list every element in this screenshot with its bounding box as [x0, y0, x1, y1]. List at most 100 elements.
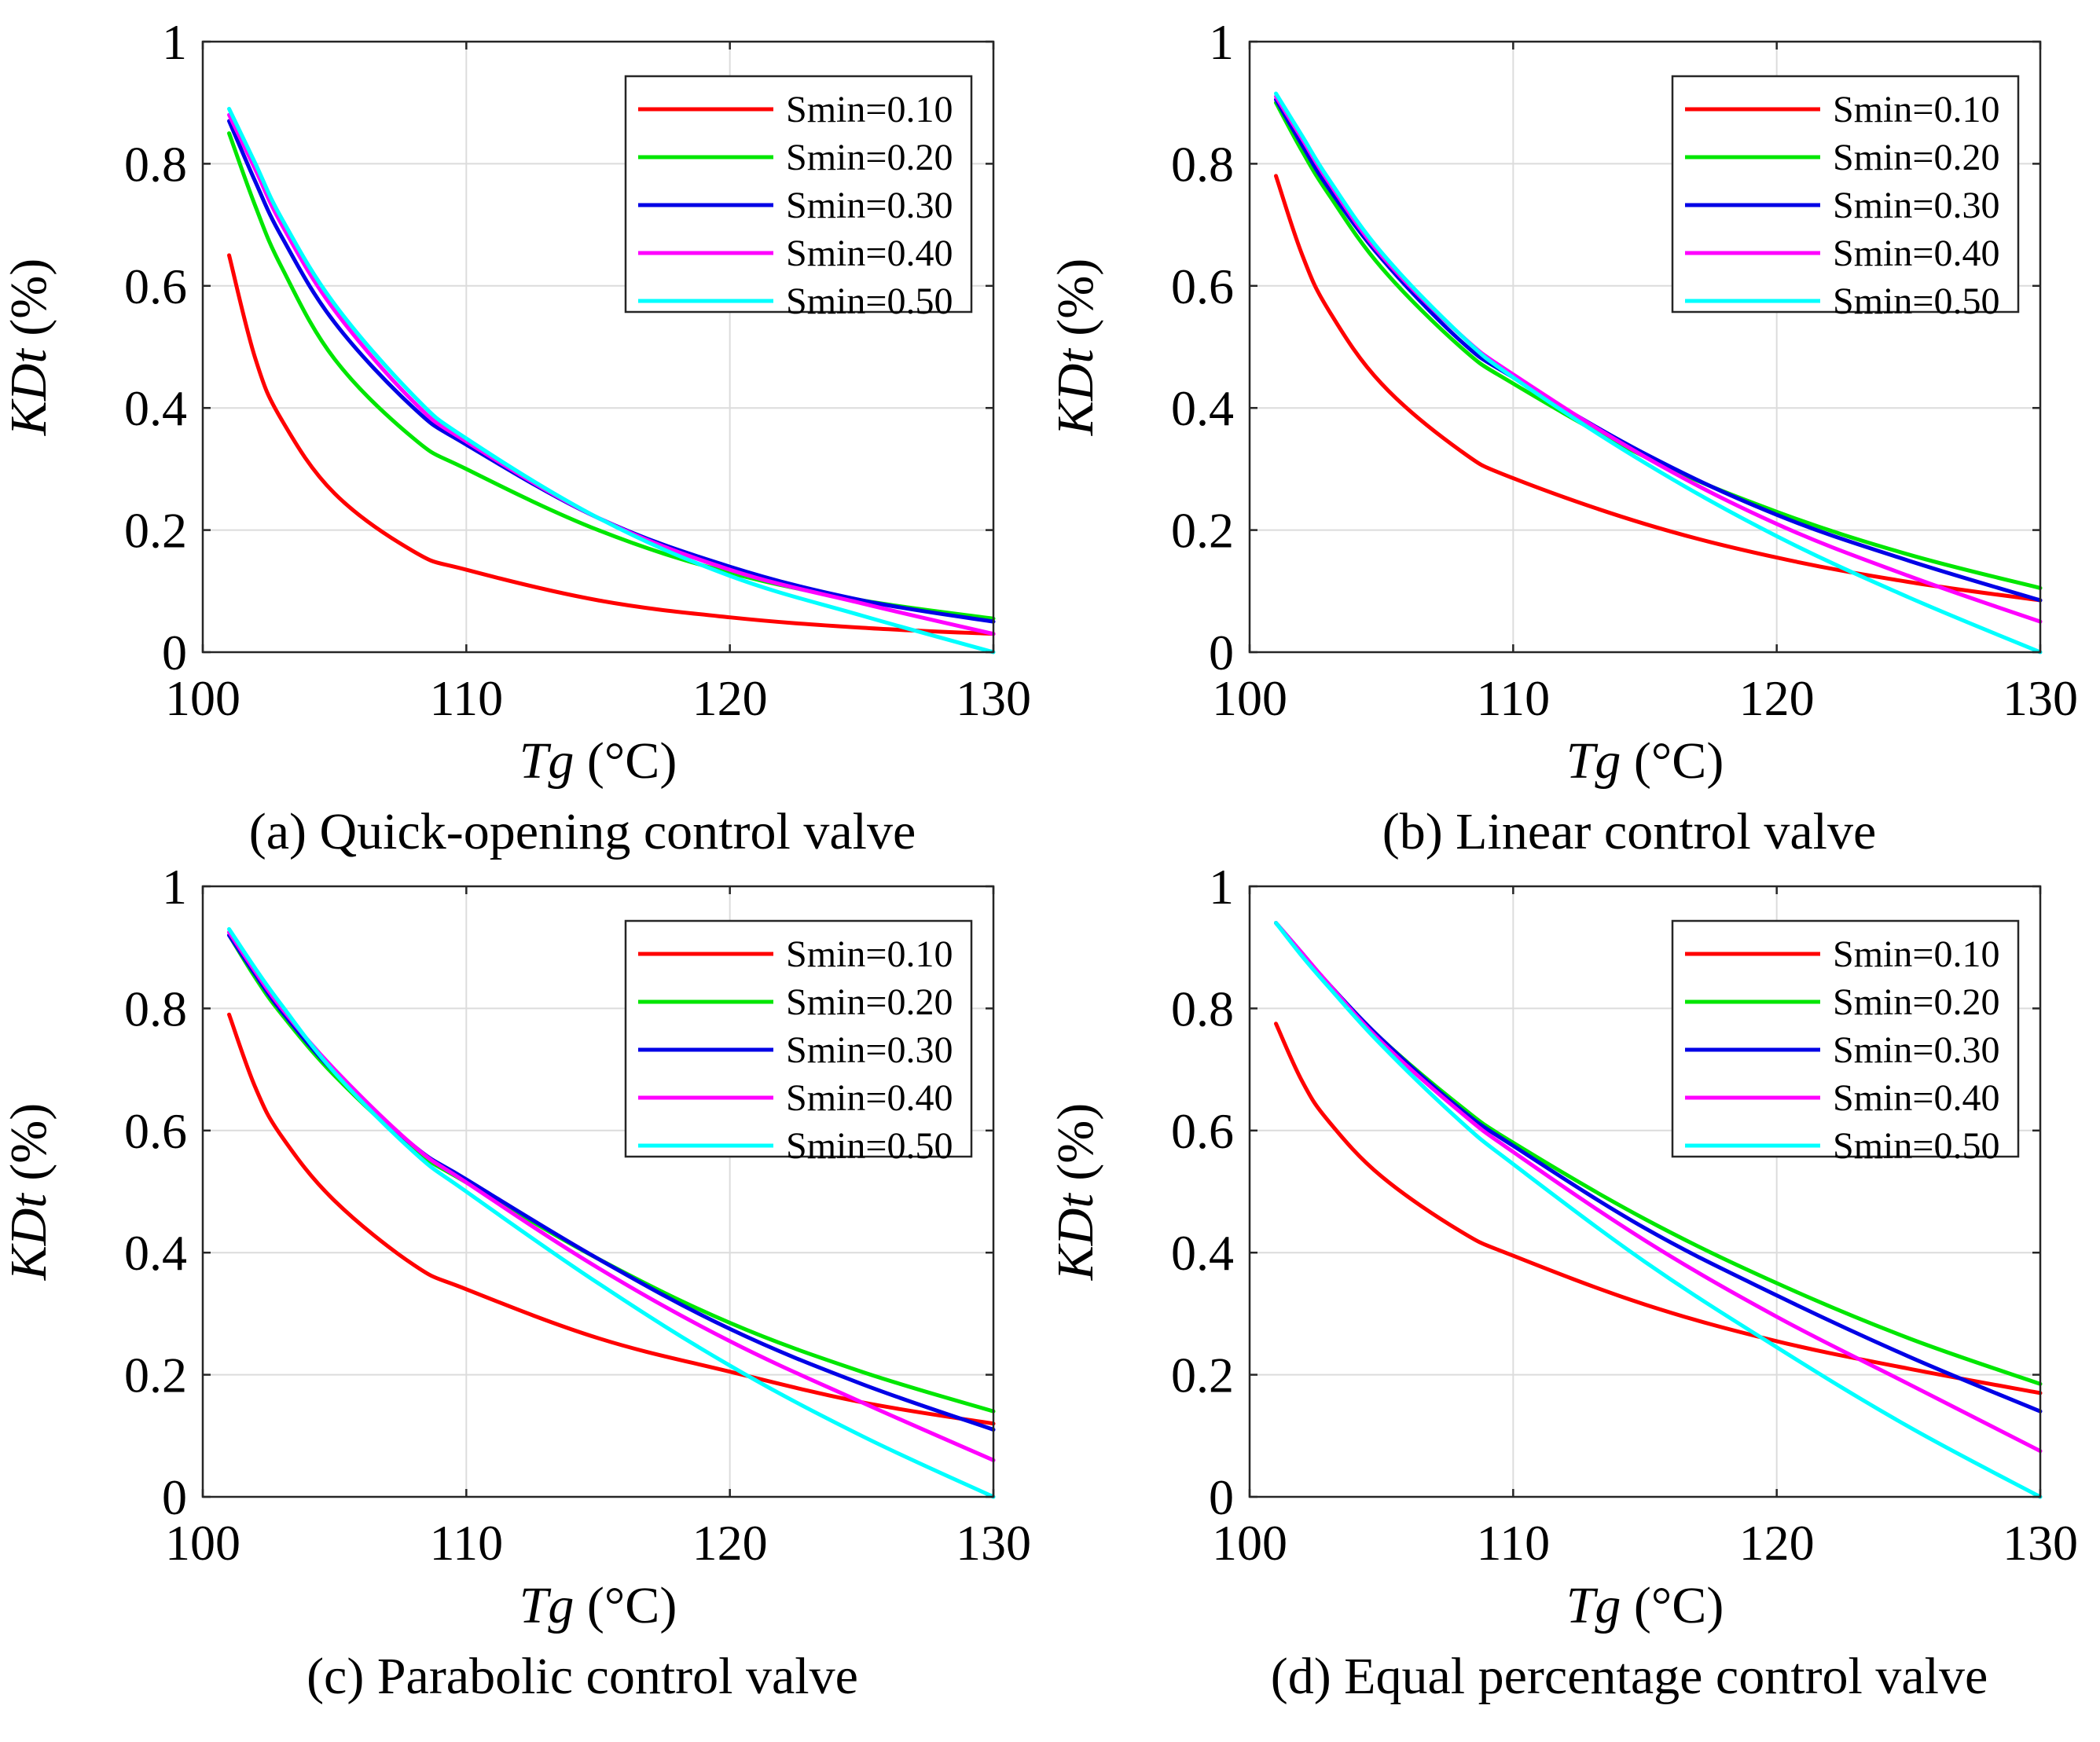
x-tick-label: 120 [1739, 670, 1815, 726]
panel-caption: (d) Equal percentage control valve [1271, 1648, 1988, 1705]
y-tick-label: 0.6 [1171, 259, 1234, 314]
panel-caption: (c) Parabolic control valve [307, 1648, 858, 1705]
legend-box [1671, 919, 2020, 1158]
panel-caption: (b) Linear control valve [1382, 803, 1877, 860]
axes-box [1248, 40, 2042, 654]
legend-box [624, 919, 973, 1158]
legend: Smin=0.10 Smin=0.20 Smin=0.30 Smin=0.40 Smin… [624, 919, 973, 1167]
y-tick-label: 0.4 [124, 380, 187, 436]
legend-label: Smin=0.50 [786, 1125, 953, 1167]
legend-box [624, 75, 973, 314]
y-axis-label-unit: (%) [0, 259, 57, 349]
legend: Smin=0.10 Smin=0.20 Smin=0.30 Smin=0.40 Smin… [1671, 75, 2020, 322]
x-axis-label: Tg (°C) [1566, 732, 1724, 790]
y-tick-label: 0.4 [1171, 380, 1234, 436]
legend-label: Smin=0.30 [786, 1029, 953, 1071]
x-axis-label: Tg (°C) [519, 1577, 677, 1634]
panel-caption: (a) Quick-opening control valve [249, 803, 916, 860]
legend: Smin=0.10 Smin=0.20 Smin=0.30 Smin=0.40 Smin… [1671, 919, 2020, 1167]
legend-label: Smin=0.50 [1833, 1125, 1999, 1167]
x-tick-label: 130 [2003, 1515, 2078, 1571]
y-tick-label: 0.2 [1171, 503, 1234, 559]
y-tick-label: 0.8 [124, 981, 187, 1036]
x-axis-label-var: Tg [1566, 732, 1621, 790]
x-tick-label: 120 [1739, 1515, 1815, 1571]
series-line-smin-0-50 [1274, 921, 2043, 1499]
legend-label: Smin=0.30 [786, 185, 953, 226]
series-line-smin-0-30 [227, 119, 996, 624]
y-tick-label: 0 [162, 1469, 187, 1525]
series-line-smin-0-40 [1274, 921, 2043, 1454]
series-line-smin-0-10 [1274, 1021, 2043, 1395]
x-axis-label: Tg (°C) [1566, 1577, 1724, 1634]
x-axis-label-var: Tg [519, 732, 575, 790]
y-axis-label-var: KDt [1047, 1193, 1104, 1282]
x-tick-label: 100 [165, 1515, 240, 1571]
y-tick-label: 0.8 [1171, 136, 1234, 192]
x-tick-label: 110 [1477, 670, 1551, 726]
legend-label: Smin=0.30 [1833, 185, 1999, 226]
y-axis-label-var: KDt [1047, 348, 1104, 437]
legend-label: Smin=0.20 [1833, 981, 1999, 1023]
chart-panel-b: 100 110 120 130 0 0.2 0.4 0.6 0.8 1 Tg (°C) KDt (%)… [1047, 14, 2078, 860]
y-axis-label-var: KDt [0, 348, 57, 437]
y-axis-label: KDt (%) [0, 1103, 57, 1281]
y-tick-label: 1 [1209, 14, 1234, 70]
y-tick-label: 0.2 [124, 1348, 187, 1403]
y-axis-label-unit: (%) [1047, 259, 1104, 349]
y-tick-label: 0.2 [1171, 1348, 1234, 1403]
x-tick-label: 110 [430, 1515, 504, 1571]
y-tick-label: 0.2 [124, 503, 187, 559]
axes-box [1248, 885, 2042, 1498]
legend-label: Smin=0.20 [786, 981, 953, 1023]
series-line-smin-0-50 [227, 107, 996, 655]
x-axis-label-unit: (°C) [574, 1577, 677, 1634]
y-tick-label: 0.6 [1171, 1103, 1234, 1159]
y-tick-label: 0 [1209, 625, 1234, 680]
legend-label: Smin=0.40 [1833, 1077, 1999, 1119]
legend-label: Smin=0.40 [1833, 233, 1999, 274]
axes-box [201, 885, 995, 1498]
series-line-smin-0-40 [227, 112, 996, 636]
legend-label: Smin=0.20 [786, 137, 953, 178]
x-axis-label-var: Tg [519, 1577, 575, 1634]
y-tick-label: 0 [1209, 1469, 1234, 1525]
legend-label: Smin=0.10 [1833, 89, 1999, 130]
y-tick-label: 0 [162, 625, 187, 680]
y-axis-label: KDt (%) [0, 259, 57, 436]
x-tick-label: 130 [2003, 670, 2078, 726]
y-tick-label: 0.6 [124, 259, 187, 314]
series-line-smin-0-10 [227, 253, 996, 636]
x-axis-label: Tg (°C) [519, 732, 677, 790]
x-tick-label: 130 [956, 1515, 1031, 1571]
legend-label: Smin=0.10 [1833, 933, 1999, 975]
y-tick-label: 1 [162, 14, 187, 70]
legend-label: Smin=0.40 [786, 1077, 953, 1119]
x-tick-label: 100 [165, 670, 240, 726]
legend-label: Smin=0.40 [786, 233, 953, 274]
x-axis-label-var: Tg [1566, 1577, 1621, 1634]
x-axis-label-unit: (°C) [574, 732, 677, 790]
x-tick-label: 110 [430, 670, 504, 726]
legend: Smin=0.10 Smin=0.20 Smin=0.30 Smin=0.40 Smin… [624, 75, 973, 322]
y-axis-label-unit: (%) [1047, 1103, 1104, 1194]
legend-box [1671, 75, 2020, 314]
legend-label: Smin=0.50 [786, 281, 953, 322]
y-tick-label: 1 [162, 859, 187, 915]
y-tick-label: 0.4 [1171, 1225, 1234, 1281]
series-line-smin-0-10 [1274, 174, 2043, 603]
x-tick-label: 110 [1477, 1515, 1551, 1571]
legend-label: Smin=0.10 [786, 89, 953, 130]
y-tick-label: 1 [1209, 859, 1234, 915]
series-line-smin-0-10 [227, 1012, 996, 1426]
x-tick-label: 130 [956, 670, 1031, 726]
x-tick-label: 100 [1212, 1515, 1287, 1571]
y-tick-label: 0.4 [124, 1225, 187, 1281]
y-axis-label: KDt (%) [1047, 259, 1104, 436]
y-axis-label: KDt (%) [1047, 1103, 1104, 1281]
x-axis-label-unit: (°C) [1621, 1577, 1724, 1634]
x-tick-label: 120 [692, 670, 768, 726]
legend-label: Smin=0.20 [1833, 137, 1999, 178]
legend-label: Smin=0.10 [786, 933, 953, 975]
